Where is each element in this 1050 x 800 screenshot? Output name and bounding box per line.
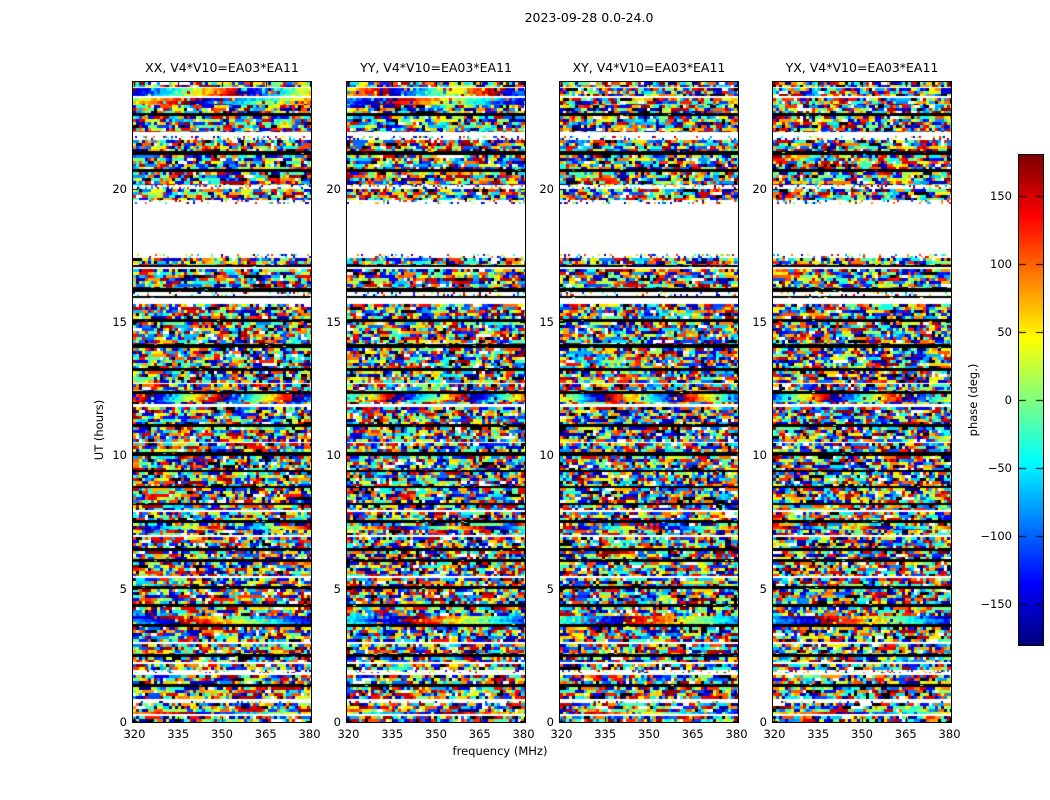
heatmap-panel-xx xyxy=(132,81,312,723)
colorbar-tick-label: 0 xyxy=(1004,393,1012,407)
colorbar-tick-label: −150 xyxy=(980,597,1012,612)
y-tick-label: 15 xyxy=(326,315,341,329)
y-tick-label: 5 xyxy=(759,581,767,596)
colorbar xyxy=(1018,154,1044,646)
panel-title-xy: XY, V4*V10=EA03*EA11 xyxy=(572,60,726,75)
y-tick-label: 0 xyxy=(546,715,554,729)
x-tick-label: 320 xyxy=(550,727,573,741)
y-tick-label: 15 xyxy=(752,315,767,329)
y-tick-label: 15 xyxy=(112,315,127,329)
y-tick-label: 0 xyxy=(333,715,341,729)
colorbar-tick-label: 100 xyxy=(990,256,1012,271)
x-tick-label: 365 xyxy=(681,727,704,741)
heatmap-panel-yy xyxy=(346,81,526,723)
x-tick-label: 350 xyxy=(425,727,447,741)
x-tick-label: 380 xyxy=(725,727,748,741)
heatmap-panel-xy xyxy=(559,81,739,723)
y-tick-label: 20 xyxy=(539,181,554,196)
y-axis-label: UT (hours) xyxy=(92,399,106,461)
x-tick-label: 335 xyxy=(594,727,617,741)
x-tick-label: 335 xyxy=(807,727,830,741)
x-tick-label: 350 xyxy=(851,727,873,741)
panel-title-yy: YY, V4*V10=EA03*EA11 xyxy=(360,60,512,75)
y-tick-label: 5 xyxy=(119,581,127,596)
x-tick-label: 380 xyxy=(512,727,535,741)
x-tick-label: 320 xyxy=(337,727,360,741)
x-tick-label: 350 xyxy=(211,727,233,741)
colorbar-tick-label: −50 xyxy=(987,461,1012,476)
x-tick-label: 380 xyxy=(938,727,961,741)
y-tick-label: 20 xyxy=(752,181,767,196)
y-tick-label: 5 xyxy=(546,581,554,596)
x-axis-label: frequency (MHz) xyxy=(452,744,548,758)
x-tick-label: 320 xyxy=(763,727,786,741)
x-tick-label: 335 xyxy=(167,727,190,741)
x-tick-label: 365 xyxy=(894,727,917,741)
y-tick-label: 0 xyxy=(119,715,127,729)
x-tick-label: 380 xyxy=(298,727,321,741)
y-tick-label: 10 xyxy=(326,448,341,463)
heatmap-panel-yx xyxy=(772,81,952,723)
y-tick-label: 10 xyxy=(752,448,767,463)
y-tick-label: 0 xyxy=(759,715,767,729)
y-tick-label: 10 xyxy=(539,448,554,463)
colorbar-tick-label: −100 xyxy=(980,529,1012,544)
y-tick-label: 20 xyxy=(112,181,127,196)
x-tick-label: 350 xyxy=(638,727,660,741)
y-tick-label: 20 xyxy=(326,181,341,196)
y-tick-label: 15 xyxy=(539,315,554,329)
y-tick-label: 5 xyxy=(333,581,341,596)
y-tick-label: 10 xyxy=(112,448,127,463)
figure-title: 2023-09-28 0.0-24.0 xyxy=(524,10,654,25)
x-tick-label: 365 xyxy=(254,727,277,741)
colorbar-tick-label: 50 xyxy=(997,324,1012,339)
colorbar-tick-label: 150 xyxy=(990,188,1012,203)
panel-title-xx: XX, V4*V10=EA03*EA11 xyxy=(145,60,299,75)
x-tick-label: 320 xyxy=(123,727,146,741)
panel-title-yx: YX, V4*V10=EA03*EA11 xyxy=(785,60,939,75)
x-tick-label: 335 xyxy=(381,727,404,741)
x-tick-label: 365 xyxy=(468,727,491,741)
